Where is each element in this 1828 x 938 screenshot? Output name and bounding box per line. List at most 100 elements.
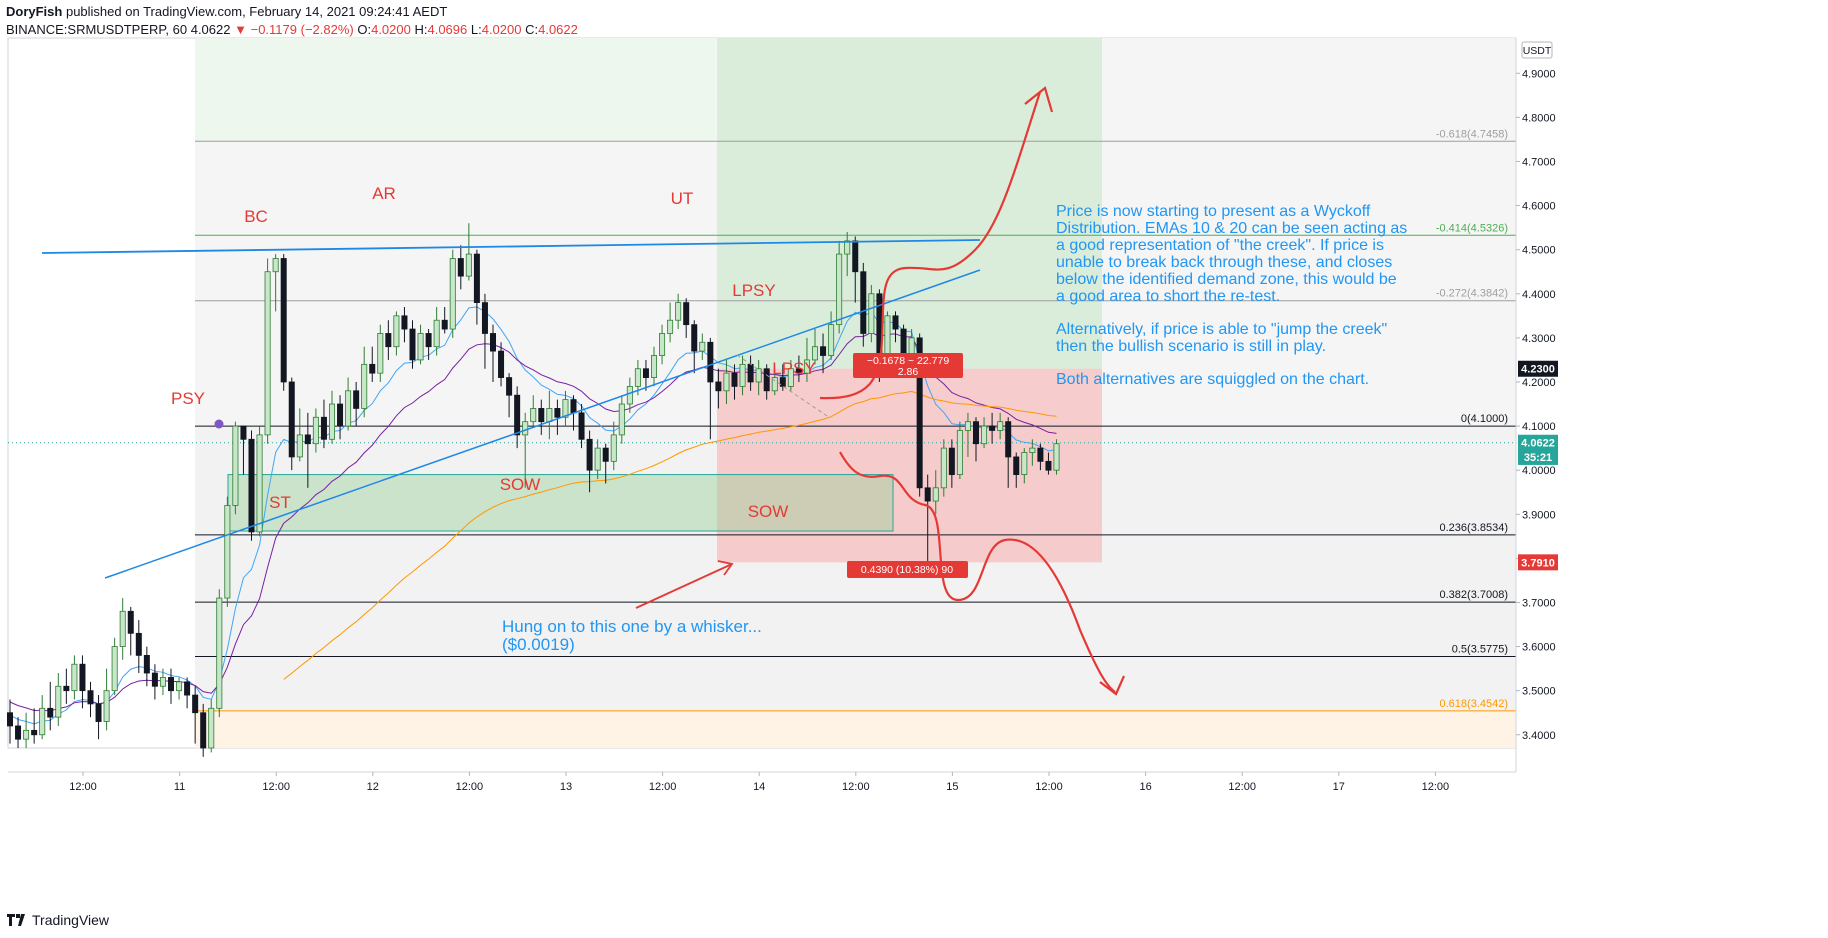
publish-info: DoryFish published on TradingView.com, F… [6,4,447,19]
candle [208,699,215,753]
candle-body-down [401,315,408,330]
candle [345,377,352,431]
candle [707,337,714,440]
candle-body-up [828,324,835,356]
wyckoff-label-sow: SOW [748,502,789,521]
x-tick-label: 12:00 [1228,781,1256,793]
candle [860,262,867,347]
candle-body-up [868,293,875,334]
candle [337,395,344,440]
candle-body-down [127,610,134,634]
candle [264,258,271,444]
candle [127,606,134,656]
candle-body-down [1045,460,1052,471]
analysis-note-line: Both alternatives are squiggled on the c… [1056,371,1369,388]
candle [296,408,303,462]
psy-marker [214,419,224,429]
candle [989,412,996,444]
candle-body-up [361,363,368,409]
candle [192,686,199,744]
candle-body-down [989,425,996,431]
candle-body-down [538,408,545,423]
candle-body-down [240,425,247,440]
candle-body-up [328,403,335,440]
wyckoff-label-sow: SOW [500,475,541,494]
x-tick-label: 12 [367,781,379,793]
candle-body-down [47,707,54,718]
candle-body-down [457,258,464,277]
candle [763,364,770,400]
candle-body-up [739,363,746,387]
symbol-name[interactable]: BINANCE:SRMUSDTPERP, 60 [6,22,188,37]
candle [594,439,601,479]
x-tick-label: 13 [560,781,572,793]
author-name[interactable]: DoryFish [6,4,63,19]
candle-body-up [659,333,666,356]
candle-body-down [570,399,577,414]
candle [562,390,569,427]
candle-body-down [795,368,802,374]
x-tick-label: 11 [174,781,185,793]
candle [433,307,440,356]
y-tick-label: 4.9000 [1522,68,1556,80]
footer-brand[interactable]: TradingView [6,912,109,928]
price-badge: 4.0622 [1521,438,1555,450]
candle [1045,452,1052,475]
x-tick-label: 12:00 [262,781,290,793]
y-tick-label: 3.6000 [1522,642,1556,654]
candle [23,712,30,748]
candles [7,223,1060,757]
candle [723,359,730,405]
candle-body-down [731,372,738,387]
candle-body-down [320,416,327,440]
candle-body-down [916,337,923,489]
candle [997,412,1004,440]
last-price: 4.0622 [190,22,231,37]
candle [981,417,988,449]
x-tick-label: 16 [1139,781,1151,793]
y-tick-label: 4.0000 [1522,465,1556,477]
candle-body-up [812,346,819,361]
y-tick-label: 4.6000 [1522,201,1556,213]
fib-label: -0.618(4.7458) [1436,128,1508,140]
candle-body-down [820,346,827,356]
candle [610,421,617,471]
x-tick-label: 17 [1333,781,1345,793]
price-badge: 3.7910 [1521,557,1555,569]
candle [385,320,392,360]
candle [409,320,416,369]
candle-body-down [747,363,754,383]
candle [111,637,118,696]
candle-body-down [892,315,899,330]
y-tick-label: 3.7000 [1522,597,1556,609]
candle [473,249,480,325]
measure-box-bg [853,353,963,378]
candle [119,598,126,660]
candle [836,240,843,334]
candle [216,589,223,718]
fib-label: -0.414(4.5326) [1436,222,1508,234]
candle [498,342,505,387]
position-entry-line [736,354,831,419]
analysis-note-line: Alternatively, if price is able to "jump… [1056,321,1387,338]
candle-body-up [232,425,239,506]
candle-body-down [304,434,311,445]
price-axis: USDT 4.9000 4.8000 4.7000 4.6000 4.5000 4.4000… [1515,38,1558,772]
candle-body-down [151,672,158,687]
price-change: −0.1179 (−2.82%) [250,22,354,37]
candle [361,346,368,418]
price-badge-bg [1518,448,1558,465]
candle [465,223,472,281]
analysis-note-line: Distribution. EMAs 10 & 20 can be seen a… [1056,220,1407,237]
candle-body-up [264,271,271,436]
candle [940,439,947,497]
candle [964,412,971,457]
candle-body-down [7,712,13,727]
candle-body-up [272,258,279,273]
candle [803,337,810,382]
candle-body-down [948,447,955,475]
candle-body-up [111,646,118,692]
y-tick-label: 4.4000 [1522,289,1556,301]
